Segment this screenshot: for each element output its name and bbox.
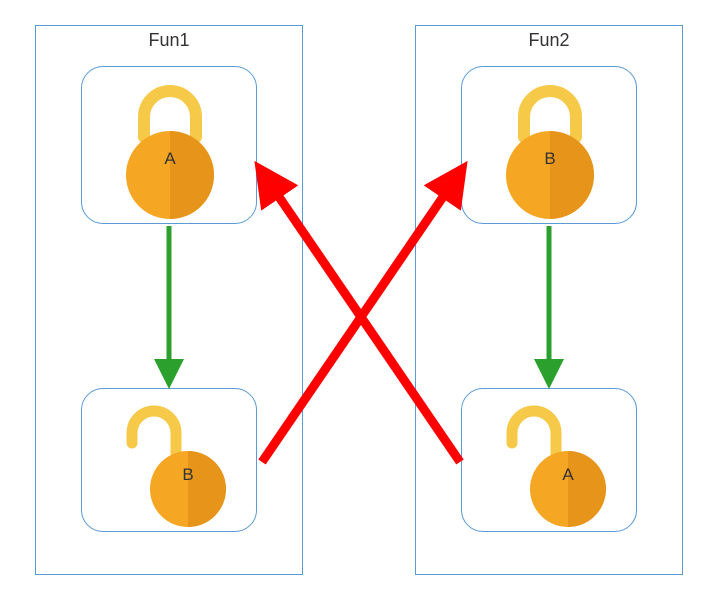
lock-icon xyxy=(82,389,258,533)
node-fun2-a: A xyxy=(461,388,637,532)
node-fun1-a: A xyxy=(81,66,257,224)
lock-icon xyxy=(82,67,258,225)
node-fun2-b-label: B xyxy=(540,149,560,169)
group-fun2-title: Fun2 xyxy=(416,30,682,51)
group-fun1-title: Fun1 xyxy=(36,30,302,51)
node-fun1-b: B xyxy=(81,388,257,532)
node-fun1-b-label: B xyxy=(178,465,198,485)
diagram-canvas: Fun1 Fun2 A B B xyxy=(0,0,716,596)
node-fun1-a-label: A xyxy=(160,149,180,169)
lock-icon xyxy=(462,67,638,225)
node-fun2-a-label: A xyxy=(558,465,578,485)
node-fun2-b: B xyxy=(461,66,637,224)
lock-icon xyxy=(462,389,638,533)
